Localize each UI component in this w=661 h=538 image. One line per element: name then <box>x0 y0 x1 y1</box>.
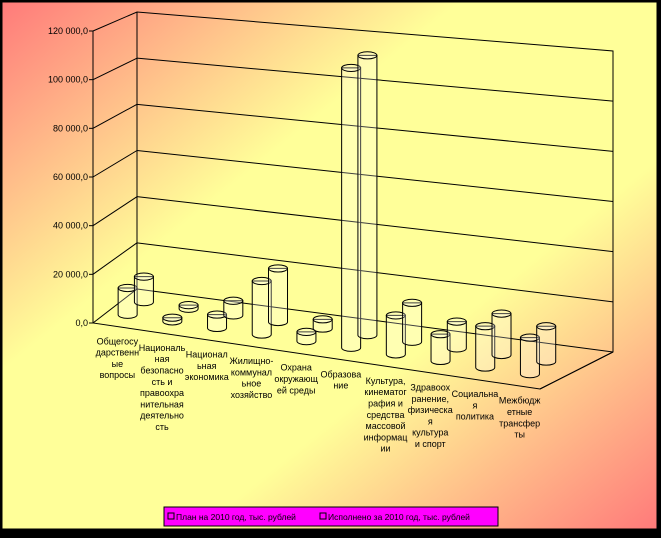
cylinders <box>117 51 557 379</box>
cylinder-plan-0 <box>117 283 138 319</box>
category-label: Жилищно-коммунал ьное хозяйство <box>229 356 273 400</box>
cylinder-plan-5 <box>341 63 362 352</box>
floor-right-edge <box>539 351 614 390</box>
cylinder-plan-7 <box>430 330 451 366</box>
cylinder-actual-5 <box>357 51 378 340</box>
gridline-side <box>92 103 138 129</box>
cylinder-plan-1 <box>162 313 183 326</box>
legend-swatch <box>167 512 175 520</box>
gridline-side <box>92 242 138 275</box>
gridline-back <box>136 196 614 253</box>
gridline-back <box>136 242 614 303</box>
grid <box>92 11 614 390</box>
cylinder-actual-7 <box>446 317 467 353</box>
category-label: Здравоох ранение, физическа я культура и спор… <box>408 383 453 450</box>
cylinder-actual-9 <box>536 322 557 366</box>
cylinder-actual-1 <box>178 301 199 313</box>
cylinder-actual-2 <box>223 296 244 320</box>
cylinder-plan-8 <box>475 322 496 372</box>
gridline-side <box>92 196 138 227</box>
cylinder-actual-8 <box>491 309 512 360</box>
cylinder-plan-9 <box>519 333 540 379</box>
category-label: Образова ние <box>320 369 361 390</box>
y-tick-label: 40 000,0 <box>53 221 88 231</box>
cylinder-actual-6 <box>402 298 423 346</box>
category-label: Национал ьная экономика <box>185 350 229 383</box>
category-label: Межбюдж етные трансфер ты <box>499 396 541 440</box>
gridline-side <box>92 57 138 81</box>
cylinder-plan-3 <box>251 276 272 339</box>
cylinder-actual-3 <box>268 264 289 327</box>
gridline-back <box>136 150 614 202</box>
category-label: Общегосу дарственн ые вопросы <box>96 336 140 380</box>
floor-left-edge <box>92 288 138 324</box>
floor-back-edge <box>136 288 614 353</box>
cylinder-plan-2 <box>207 310 228 333</box>
y-tick-label: 80 000,0 <box>53 123 88 133</box>
cylinder-actual-0 <box>133 272 154 307</box>
cylinder-plan-6 <box>385 311 406 359</box>
category-label: Националь ная безопасно сть и правоохра нител… <box>139 343 186 432</box>
legend-box <box>163 506 499 527</box>
legend-label-1: Исполнено за 2010 год, тыс. рублей <box>328 512 470 522</box>
y-axis-ticks: 0,0 20 000,0 40 000,0 60 000,0 80 000,0 100 0… <box>48 26 93 328</box>
y-tick-label: 0,0 <box>75 318 88 328</box>
y-tick-label: 100 000,0 <box>48 75 88 85</box>
chart-background <box>1 1 658 530</box>
y-tick-label: 20 000,0 <box>53 269 88 279</box>
category-label: Социальна я политика <box>452 389 499 422</box>
category-label: Культура, кинематог рафия и средства массово… <box>364 376 408 454</box>
gridline-side <box>92 150 138 178</box>
legend-swatch <box>319 512 327 520</box>
cylinder-actual-4 <box>312 315 333 333</box>
legend-label-0: План на 2010 год, тыс. рублей <box>176 512 296 522</box>
gridline-back <box>136 57 614 102</box>
category-label: Охрана окружающ ей среды <box>274 363 318 396</box>
cylinder-plan-4 <box>296 327 317 346</box>
legend: План на 2010 год, тыс. рублей Исполнено з… <box>163 506 499 527</box>
y-tick-label: 60 000,0 <box>53 172 88 182</box>
gridline-back <box>136 103 614 152</box>
y-tick-label: 120 000,0 <box>48 26 88 36</box>
